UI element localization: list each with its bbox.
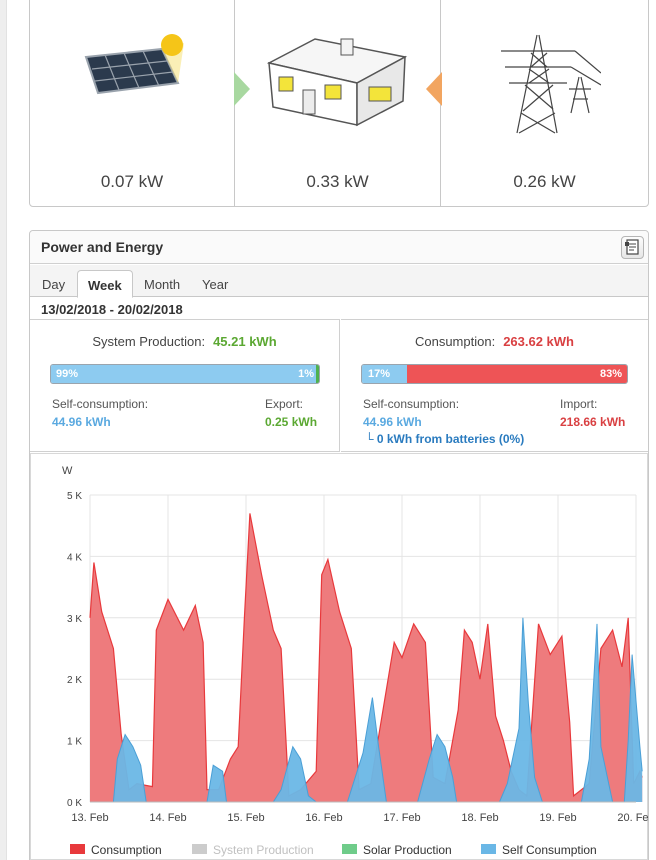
consumption-self-pct: 17% xyxy=(368,368,391,380)
y-tick-label: 4 K xyxy=(67,552,82,563)
consumption-value: 263.62 kWh xyxy=(503,334,575,349)
consumption-import-segment xyxy=(407,365,627,383)
consumption-self-segment xyxy=(362,365,408,383)
legend-label: Self Consumption xyxy=(502,843,597,857)
consumption-heading: Consumption: 263.62 kWh xyxy=(341,334,648,349)
import-label: Import: xyxy=(560,397,598,411)
x-tick-label: 20. Feb xyxy=(617,812,648,824)
legend-swatch xyxy=(481,844,496,854)
solar-panel-icon xyxy=(84,34,184,95)
energy-flow-panel: 0.07 kW 0.33 kW xyxy=(29,0,649,207)
tab-month[interactable]: Month xyxy=(144,277,181,292)
production-summary: System Production: 45.21 kWh 99% 1% Self-… xyxy=(30,319,340,452)
grid-cell: 0.26 kW xyxy=(441,0,648,206)
x-tick-label: 17. Feb xyxy=(383,812,420,824)
flow-arrow-icon xyxy=(234,72,250,106)
consumption-summary: Consumption: 263.62 kWh 17% 83% Self-cons… xyxy=(341,319,648,452)
solar-power-value: 0.07 kW xyxy=(100,172,164,191)
legend-swatch xyxy=(70,844,85,854)
consumption-label: Consumption: xyxy=(414,334,496,349)
production-value: 45.21 kWh xyxy=(213,334,277,349)
x-tick-label: 16. Feb xyxy=(305,812,342,824)
export-label: Export: xyxy=(265,397,304,411)
batteries-note-text: 0 kWh from batteries (0%) xyxy=(376,432,525,446)
import-value: 218.66 kWh xyxy=(560,415,626,429)
production-self-value: 44.96 kWh xyxy=(52,415,111,429)
period-tabs: Day Week Month Year xyxy=(30,265,648,298)
x-tick-label: 18. Feb xyxy=(461,812,498,824)
production-export-segment xyxy=(316,365,319,383)
production-self-label: Self-consumption: xyxy=(52,397,149,411)
legend-label: System Production xyxy=(213,843,314,857)
consumption-self-value: 44.96 kWh xyxy=(363,415,422,429)
tab-week[interactable]: Week xyxy=(77,270,133,298)
export-icon xyxy=(625,239,639,255)
y-tick-label: 3 K xyxy=(67,614,82,625)
x-tick-label: 15. Feb xyxy=(227,812,264,824)
production-self-pct: 99% xyxy=(56,368,79,380)
y-tick-label: 1 K xyxy=(67,737,82,748)
y-tick-label: 5 K xyxy=(67,491,82,502)
export-button[interactable] xyxy=(621,236,644,259)
export-value: 0.25 kWh xyxy=(265,415,318,429)
batteries-note: └ 0 kWh from batteries (0%) xyxy=(365,432,525,446)
y-axis-label: W xyxy=(62,465,73,477)
house-power-value: 0.33 kW xyxy=(306,172,369,191)
tab-day[interactable]: Day xyxy=(42,277,66,292)
production-bar: 99% 1% xyxy=(50,364,320,384)
consumption-bar: 17% 83% xyxy=(361,364,628,384)
panel-title: Power and Energy xyxy=(41,239,164,255)
date-range: 13/02/2018 - 20/02/2018 xyxy=(41,302,183,317)
flow-arrow-icon xyxy=(426,72,442,106)
left-strip xyxy=(0,0,7,860)
self-consumption-line xyxy=(90,617,643,803)
x-tick-label: 13. Feb xyxy=(71,812,108,824)
production-heading: System Production: 45.21 kWh xyxy=(30,334,339,349)
legend-label: Solar Production xyxy=(363,843,452,857)
consumption-area xyxy=(90,513,643,802)
consumption-import-pct: 83% xyxy=(599,368,622,380)
production-export-pct: 1% xyxy=(298,368,314,380)
house-icon xyxy=(266,38,408,127)
y-tick-label: 2 K xyxy=(67,675,82,686)
legend-swatch xyxy=(342,844,357,854)
grid-power-value: 0.26 kW xyxy=(513,172,576,191)
y-tick-label: 0 K xyxy=(67,798,82,809)
production-label: System Production: xyxy=(92,334,206,349)
house-cell: 0.33 kW xyxy=(235,0,440,206)
x-tick-label: 19. Feb xyxy=(539,812,576,824)
self-consumption-area xyxy=(90,617,643,802)
tab-year[interactable]: Year xyxy=(202,277,229,292)
legend-swatch xyxy=(192,844,207,854)
legend-label: Consumption xyxy=(91,843,162,857)
power-chart: W 0 K 1 K 2 K 3 K 4 K 5 K 13. Feb 14. Feb 15. Feb… xyxy=(30,453,648,860)
solar-cell: 0.07 kW xyxy=(30,0,234,206)
panel-header: Power and Energy xyxy=(30,231,648,264)
power-pylon-icon xyxy=(501,34,601,134)
production-self-segment xyxy=(51,365,317,383)
consumption-self-label: Self-consumption: xyxy=(363,397,460,411)
x-tick-label: 14. Feb xyxy=(149,812,186,824)
